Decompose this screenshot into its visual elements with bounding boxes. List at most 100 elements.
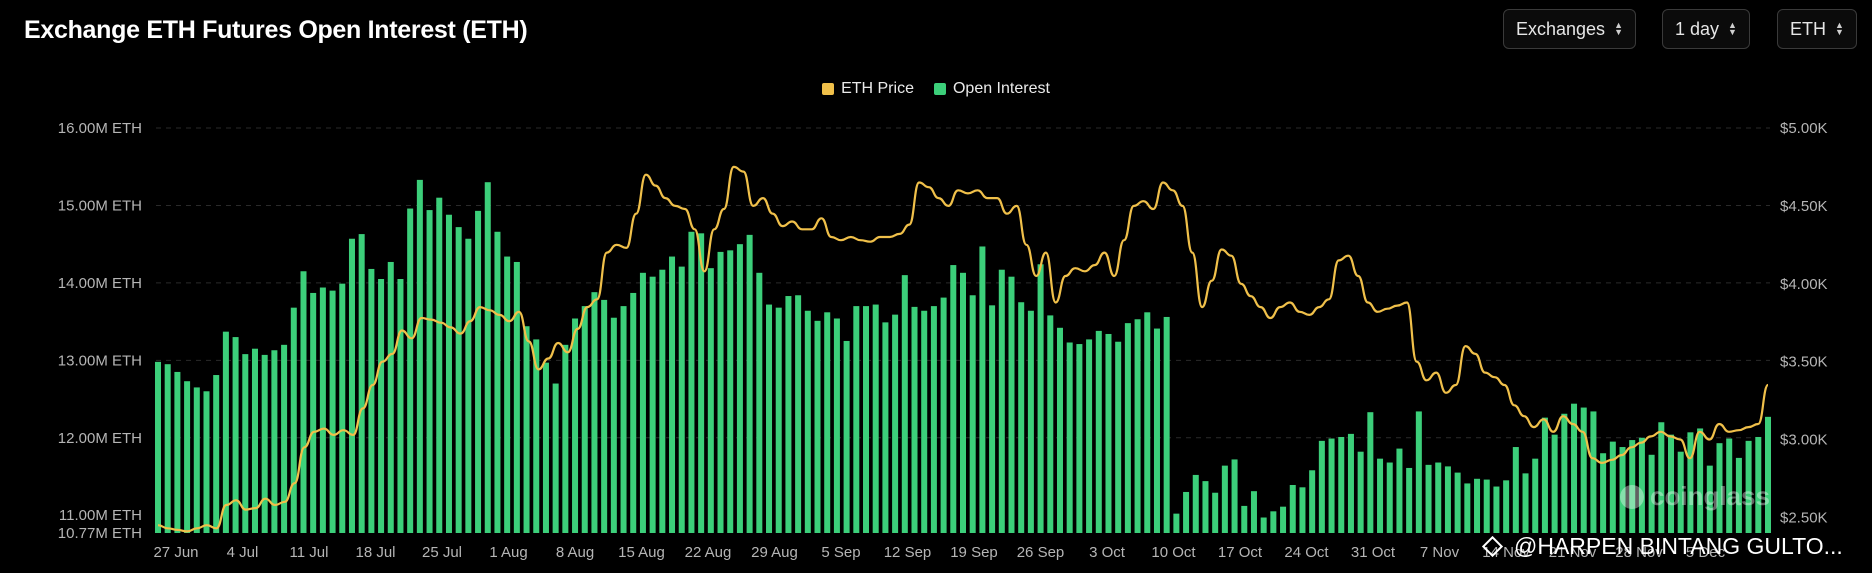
oi-bar xyxy=(1697,428,1704,533)
oi-bar xyxy=(1483,479,1490,533)
oi-bar xyxy=(1018,302,1025,533)
oi-bar xyxy=(601,299,608,533)
oi-bar xyxy=(1124,323,1131,533)
oi-bar xyxy=(1367,412,1374,533)
eth-price-line xyxy=(157,165,1770,533)
oi-bar xyxy=(833,318,840,533)
oi-bar xyxy=(484,182,491,533)
oi-bar xyxy=(281,344,288,533)
x-tick-label: 31 Oct xyxy=(1351,544,1396,561)
oi-bar xyxy=(271,350,278,533)
oi-bar xyxy=(213,375,220,533)
oi-bar xyxy=(1260,517,1267,533)
x-tick-label: 1 Aug xyxy=(489,544,527,561)
oi-bar xyxy=(736,244,743,533)
x-tick-label: 26 Sep xyxy=(1017,544,1065,561)
oi-bar xyxy=(1347,433,1354,533)
unit-select[interactable]: ETH ▲ ▼ xyxy=(1777,9,1857,49)
chart-legend: ETH Price Open Interest xyxy=(0,80,1872,98)
author-watermark: @HARPEN BINTANG GULTO... xyxy=(1481,533,1843,560)
oi-bar xyxy=(1590,411,1597,533)
oi-bar xyxy=(1706,465,1713,533)
oi-bar xyxy=(1619,447,1626,533)
oi-bar xyxy=(290,307,297,533)
oi-bar xyxy=(339,283,346,533)
coinglass-logo-icon xyxy=(1620,484,1644,509)
oi-bar xyxy=(1008,276,1015,533)
oi-bar xyxy=(872,304,879,533)
oi-bar xyxy=(1716,443,1723,533)
oi-bar xyxy=(843,340,850,533)
page-title: Exchange ETH Futures Open Interest (ETH) xyxy=(24,16,528,44)
oi-bar xyxy=(1454,472,1461,533)
oi-bar xyxy=(630,292,637,533)
oi-bar xyxy=(882,322,889,533)
oi-bar xyxy=(1764,416,1771,533)
oi-bar xyxy=(959,272,966,533)
oi-bar xyxy=(1687,432,1694,533)
x-tick-label: 29 Aug xyxy=(751,544,798,561)
oi-bar xyxy=(930,306,937,533)
oi-bar xyxy=(368,268,375,533)
y-right-tick-label: $4.50K xyxy=(1780,198,1828,215)
oi-bar xyxy=(1115,341,1122,533)
y-right-tick-label: $5.00K xyxy=(1780,120,1828,137)
oi-bar xyxy=(1328,438,1335,533)
oi-bar xyxy=(1212,492,1219,533)
interval-select[interactable]: 1 day ▲ ▼ xyxy=(1662,9,1750,49)
x-tick-label: 24 Oct xyxy=(1284,544,1329,561)
oi-bar xyxy=(1192,474,1199,533)
oi-bar xyxy=(1580,407,1587,533)
oi-bar xyxy=(1231,459,1238,533)
x-tick-label: 11 Jul xyxy=(290,544,329,561)
legend-item-eth-price[interactable]: ETH Price xyxy=(822,80,914,98)
coinglass-logo: coinglass xyxy=(1620,481,1770,512)
interval-select-label: 1 day xyxy=(1675,18,1720,39)
oi-bar xyxy=(572,318,579,533)
oi-bar xyxy=(348,238,355,534)
oi-bar xyxy=(300,271,307,533)
oi-bar xyxy=(1735,457,1742,533)
oi-bar xyxy=(1755,436,1762,533)
oi-bar xyxy=(979,246,986,534)
oi-bar xyxy=(164,364,171,533)
x-tick-label: 28 Nov xyxy=(1615,544,1663,561)
oi-bar xyxy=(319,287,326,533)
y-left-tick-label: 13.00M ETH xyxy=(58,352,142,369)
oi-bar xyxy=(717,251,724,533)
oi-bar xyxy=(998,269,1005,533)
oi-bar xyxy=(795,295,802,533)
exchanges-select[interactable]: Exchanges ▲ ▼ xyxy=(1503,9,1636,49)
oi-bar xyxy=(1435,462,1442,533)
oi-bar xyxy=(1425,464,1432,533)
oi-bar xyxy=(1221,465,1228,533)
chevron-updown-icon: ▲ ▼ xyxy=(1614,20,1623,37)
oi-bar xyxy=(426,210,433,533)
oi-bar xyxy=(1474,478,1481,533)
oi-bar xyxy=(1493,486,1500,533)
oi-bar xyxy=(184,381,191,533)
oi-bar xyxy=(562,344,569,533)
x-tick-label: 19 Sep xyxy=(950,544,998,561)
legend-item-open-interest[interactable]: Open Interest xyxy=(933,80,1050,98)
oi-bar xyxy=(639,272,646,533)
oi-bar xyxy=(174,371,181,533)
oi-bar xyxy=(1638,437,1645,533)
oi-bar xyxy=(407,208,414,534)
oi-bar xyxy=(1144,312,1151,533)
oi-bar xyxy=(504,256,511,533)
oi-bar xyxy=(261,354,268,533)
oi-bar xyxy=(310,292,317,533)
oi-bar xyxy=(707,268,714,533)
oi-bar xyxy=(756,272,763,533)
oi-bar xyxy=(1551,434,1558,533)
y-left-tick-label: 15.00M ETH xyxy=(58,197,142,214)
oi-bar xyxy=(154,361,161,533)
legend-swatch-oi xyxy=(933,83,946,95)
oi-bar xyxy=(1677,451,1684,533)
oi-bar xyxy=(1318,440,1325,533)
oi-bar xyxy=(552,383,559,533)
oi-bar xyxy=(1648,454,1655,533)
oi-bar xyxy=(950,265,957,533)
